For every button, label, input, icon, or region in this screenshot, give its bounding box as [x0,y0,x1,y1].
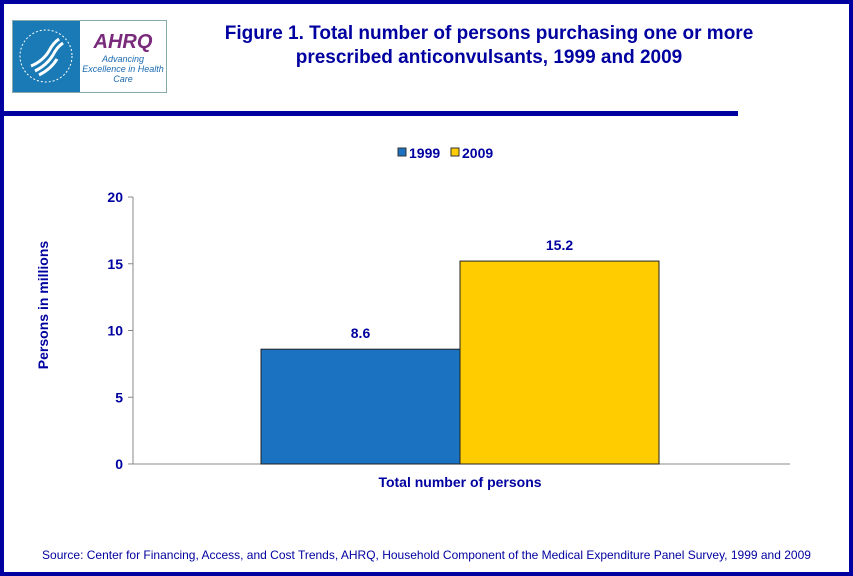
y-axis-label: Persons in millions [35,241,51,370]
ahrq-logo: AHRQ Advancing Excellence in Health Care [12,20,167,93]
source-note: Source: Center for Financing, Access, an… [42,548,811,562]
y-tick-label: 15 [107,256,123,272]
hhs-eagle-icon [13,21,80,92]
chart-title: Figure 1. Total number of persons purcha… [224,23,754,68]
ahrq-tagline: Advancing Excellence in Health Care [82,54,164,84]
legend-swatch-1999 [397,147,407,157]
data-label: 8.6 [351,325,371,341]
bar-2009 [459,260,660,465]
data-label: 15.2 [546,237,573,253]
y-tick-label: 0 [115,456,123,472]
bar-chart: 0 5 10 15 20 Persons in millions 8.6 15.2 Total … [35,145,790,490]
y-tick-label: 20 [107,189,123,205]
header-divider [4,111,738,116]
ahrq-brand: AHRQ [93,31,153,53]
x-category-label: Total number of persons [378,474,541,490]
y-tick-label: 10 [107,323,123,339]
legend-swatch-2009 [450,147,460,157]
legend-label-2009: 2009 [462,145,493,161]
y-tick-label: 5 [115,389,123,405]
bar-1999 [260,348,461,465]
legend-label-1999: 1999 [409,145,440,161]
